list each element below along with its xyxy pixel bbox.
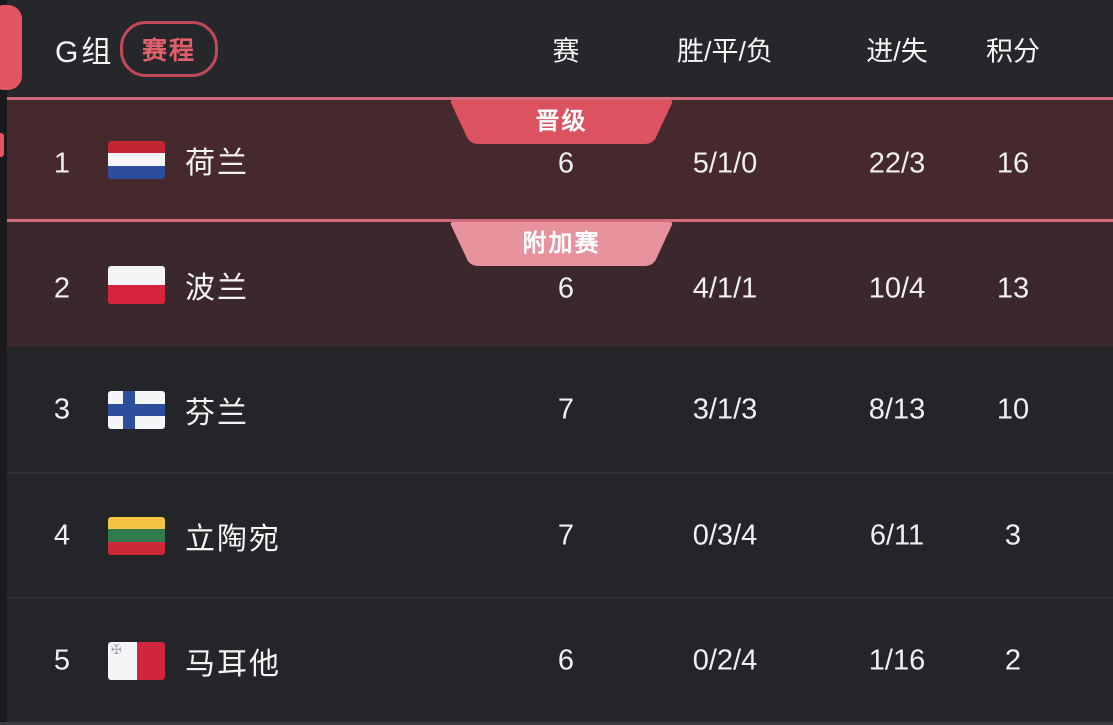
stat-played: 6 <box>557 147 575 179</box>
group-tab-indicator[interactable] <box>0 5 22 90</box>
flag-stripe <box>108 516 165 530</box>
column-header-points: 积分 <box>986 36 1040 66</box>
flag-stripe <box>108 140 165 154</box>
stat-goals: 6/11 <box>869 519 925 551</box>
team-name: 马耳他 <box>185 647 281 681</box>
stat-played: 7 <box>557 393 575 425</box>
flag-stripe <box>108 265 165 285</box>
column-header-played: 赛 <box>552 36 580 66</box>
rank: 4 <box>53 519 71 551</box>
bottom-divider <box>0 722 1113 725</box>
stat-played: 6 <box>557 272 575 304</box>
standings-row-finland[interactable]: 3 芬兰 7 3/1/3 8/13 10 <box>7 347 1113 472</box>
standings-row-netherlands[interactable]: 晋级 1 荷兰 6 5/1/0 22/3 16 <box>7 97 1113 222</box>
malta-flag-icon: ✠ <box>108 641 165 680</box>
stat-points: 2 <box>1004 644 1022 676</box>
stat-points: 16 <box>996 147 1030 179</box>
flag-half <box>136 641 165 680</box>
maltese-cross-icon: ✠ <box>111 641 122 657</box>
qualified-badge <box>450 100 673 144</box>
team-name: 芬兰 <box>185 396 249 430</box>
qualified-badge-shape <box>450 100 673 144</box>
stat-win-draw-loss: 0/3/4 <box>692 519 758 551</box>
group-title: G组 <box>55 35 115 69</box>
stat-win-draw-loss: 0/2/4 <box>692 644 758 676</box>
flag-stripe <box>108 153 165 166</box>
stat-played: 7 <box>557 519 575 551</box>
table-header: G组 赛程 赛 胜/平/负 进/失 积分 <box>0 0 1113 97</box>
stat-goals: 10/4 <box>868 272 926 304</box>
stat-goals: 8/13 <box>868 393 926 425</box>
rank: 2 <box>53 272 71 304</box>
playoff-badge <box>450 222 673 266</box>
team-name: 立陶宛 <box>185 522 281 556</box>
flag-stripe <box>108 284 165 304</box>
playoff-badge-label: 附加赛 <box>522 230 601 257</box>
finland-flag-icon <box>108 390 165 429</box>
stat-win-draw-loss: 3/1/3 <box>692 393 758 425</box>
stat-win-draw-loss: 5/1/0 <box>692 147 758 179</box>
rank: 3 <box>53 393 71 425</box>
stat-goals: 1/16 <box>868 644 926 676</box>
netherlands-flag-icon <box>108 140 165 179</box>
standings-row-lithuania[interactable]: 4 立陶宛 7 0/3/4 6/11 3 <box>7 472 1113 597</box>
column-header-win-draw-loss: 胜/平/负 <box>676 36 774 66</box>
lithuania-flag-icon <box>108 516 165 555</box>
left-edge-accent-sliver <box>0 133 4 157</box>
stat-win-draw-loss: 4/1/1 <box>692 272 758 304</box>
flag-cross-bar <box>123 390 135 429</box>
poland-flag-icon <box>108 265 165 304</box>
stat-points: 3 <box>1004 519 1022 551</box>
team-name: 波兰 <box>185 271 249 305</box>
rank: 1 <box>53 147 71 179</box>
stat-points: 13 <box>996 272 1030 304</box>
standings-row-malta[interactable]: 5 ✠ 马耳他 6 0/2/4 1/16 2 <box>7 597 1113 722</box>
stat-goals: 22/3 <box>868 147 926 179</box>
playoff-badge-shape <box>450 222 673 266</box>
stat-played: 6 <box>557 644 575 676</box>
flag-stripe <box>108 529 165 542</box>
flag-stripe <box>108 165 165 179</box>
standings-row-poland[interactable]: 附加赛 2 波兰 6 4/1/1 10/4 13 <box>7 222 1113 347</box>
flag-cross-bar <box>108 403 165 416</box>
rank: 5 <box>53 644 71 676</box>
stat-points: 10 <box>996 393 1030 425</box>
qualified-badge-label: 晋级 <box>535 108 588 135</box>
flag-stripe <box>108 541 165 555</box>
schedule-button[interactable]: 赛程 <box>120 20 219 77</box>
column-header-goals: 进/失 <box>866 36 928 66</box>
flag-half: ✠ <box>108 641 137 680</box>
team-name: 荷兰 <box>185 146 249 180</box>
